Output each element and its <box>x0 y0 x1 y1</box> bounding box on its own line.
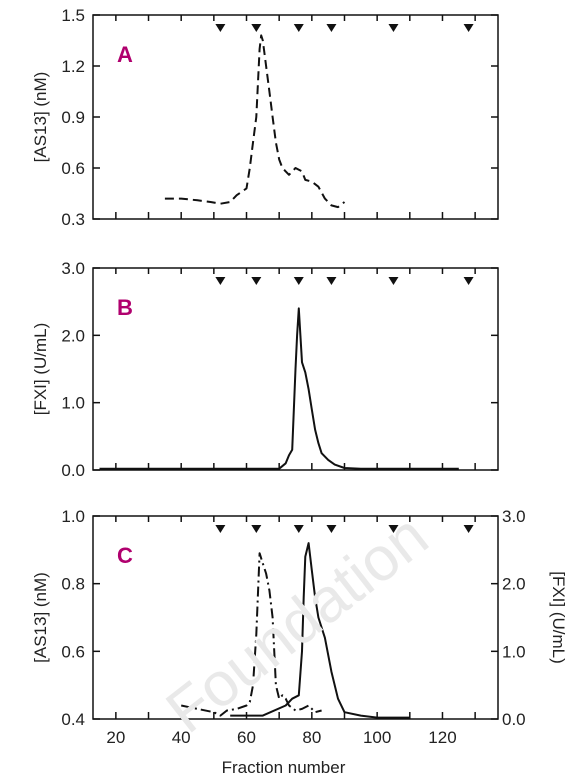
y-axis-title: [AS13] (nM) <box>31 572 50 663</box>
y-right-tick-label: 0.0 <box>502 710 526 729</box>
y-tick-label: 0.4 <box>61 710 85 729</box>
y-tick-label: 2.0 <box>61 326 85 345</box>
panel-label: B <box>117 295 133 320</box>
fraction-marker <box>251 525 262 533</box>
panel-label: C <box>117 543 133 568</box>
fraction-marker <box>293 24 304 32</box>
y-axis-title: [AS13] (nM) <box>31 72 50 163</box>
fraction-marker <box>215 277 226 285</box>
fraction-marker <box>251 277 262 285</box>
panel-c <box>92 515 499 720</box>
fraction-marker <box>463 525 474 533</box>
series-line-dashdot <box>180 552 322 717</box>
panel-b <box>92 267 499 471</box>
y-tick-label: 0.3 <box>61 210 85 229</box>
y-tick-label: 1.2 <box>61 57 85 76</box>
y-tick-label: 1.0 <box>61 507 85 526</box>
y-tick-label: 0.6 <box>61 642 85 661</box>
x-tick-label: 100 <box>363 728 391 747</box>
y-right-tick-label: 3.0 <box>502 507 526 526</box>
series-line-solid <box>99 307 459 470</box>
y-tick-label: 0.8 <box>61 575 85 594</box>
fraction-marker <box>326 277 337 285</box>
y-tick-label: 1.0 <box>61 394 85 413</box>
panel-label: A <box>117 42 133 67</box>
y-tick-label: 0.0 <box>61 461 85 480</box>
y-axis-title-right: [FXI] (U/mL) <box>549 571 568 664</box>
y-axis-title: [FXI] (U/mL) <box>31 323 50 416</box>
series-line-solid <box>230 542 410 719</box>
fraction-marker <box>463 24 474 32</box>
x-tick-label: 120 <box>428 728 456 747</box>
fraction-marker <box>388 24 399 32</box>
x-tick-label: 80 <box>302 728 321 747</box>
series-line-dashed <box>164 34 346 209</box>
fraction-marker <box>215 525 226 533</box>
plot-frame <box>92 267 499 471</box>
y-tick-label: 3.0 <box>61 259 85 278</box>
fraction-marker <box>293 525 304 533</box>
y-tick-label: 0.6 <box>61 159 85 178</box>
x-tick-label: 40 <box>172 728 191 747</box>
x-tick-label: 20 <box>106 728 125 747</box>
watermark: Foundation <box>154 501 441 746</box>
y-tick-label: 0.9 <box>61 108 85 127</box>
fraction-marker <box>326 525 337 533</box>
fraction-marker <box>293 277 304 285</box>
x-axis-title: Fraction number <box>222 758 346 777</box>
fraction-marker <box>388 525 399 533</box>
y-right-tick-label: 1.0 <box>502 642 526 661</box>
plot-frame <box>92 14 499 220</box>
panel-a <box>92 14 499 220</box>
y-tick-label: 1.5 <box>61 6 85 25</box>
fraction-marker <box>326 24 337 32</box>
fraction-marker <box>463 277 474 285</box>
fraction-marker <box>215 24 226 32</box>
fraction-marker <box>251 24 262 32</box>
x-tick-label: 60 <box>237 728 256 747</box>
y-right-tick-label: 2.0 <box>502 575 526 594</box>
fraction-marker <box>388 277 399 285</box>
plot-frame <box>92 515 499 720</box>
